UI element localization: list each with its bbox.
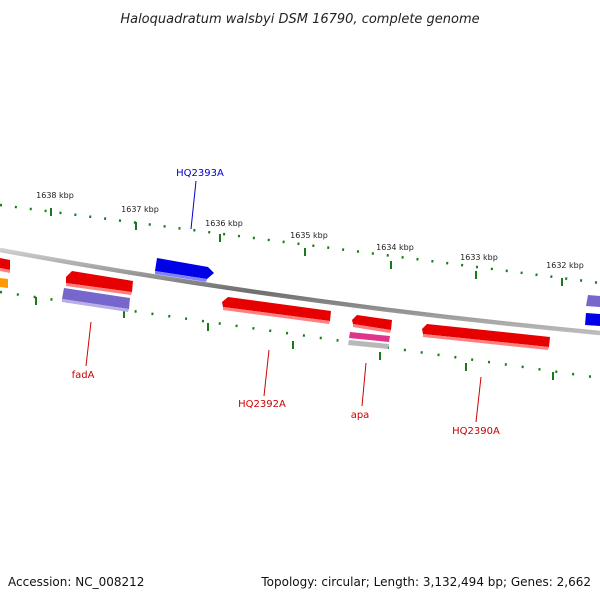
- outer-tick-track: [0, 203, 600, 286]
- gene-left-orange-partial[interactable]: [0, 278, 8, 288]
- genome-summary-text: Topology: circular; Length: 3,132,494 bp…: [260, 575, 591, 589]
- tick-label-1636: 1636 kbp: [205, 219, 243, 228]
- tick-label-1638: 1638 kbp: [36, 191, 74, 200]
- map-title: Haloquadratum walsbyi DSM 16790, complet…: [120, 12, 479, 27]
- gene-HQ2390A-shade: [423, 334, 549, 350]
- gene-label-HQ2390A[interactable]: HQ2390A: [452, 426, 500, 437]
- gene-grey[interactable]: [348, 340, 389, 349]
- tick-label-1637: 1637 kbp: [121, 205, 159, 214]
- gene-right-blue-partial[interactable]: [585, 313, 600, 326]
- label-leaders: [85, 180, 482, 423]
- leader-HQ2392A: [263, 349, 270, 397]
- scale-tick-labels: 1638 kbp 1637 kbp 1636 kbp 1635 kbp 1634…: [36, 191, 584, 270]
- gene-labels: HQ2393A fadA HQ2392A apa HQ2390A: [72, 168, 500, 437]
- inner-tick-track: [0, 290, 600, 380]
- gene-left-red-partial-shade: [0, 268, 10, 273]
- leader-HQ2390A: [475, 376, 482, 423]
- tick-label-1633: 1633 kbp: [460, 253, 498, 262]
- gene-label-HQ2393A[interactable]: HQ2393A: [176, 168, 224, 179]
- gene-lavender-1[interactable]: [62, 288, 130, 309]
- gene-lavender-1-shade: [62, 299, 129, 312]
- gene-HQ2390A[interactable]: [422, 324, 550, 347]
- leader-HQ2393A: [190, 180, 197, 230]
- accession-text: Accession: NC_008212: [8, 575, 144, 589]
- gene-HQ2392A-shade: [223, 307, 330, 324]
- tick-label-1635: 1635 kbp: [290, 231, 328, 240]
- gene-HQ2393A-shade: [155, 271, 207, 282]
- leader-fadA: [85, 321, 92, 367]
- gene-features: [0, 258, 600, 350]
- gene-label-apa[interactable]: apa: [351, 410, 370, 421]
- gene-apa[interactable]: [352, 315, 392, 330]
- gene-fadA-upper[interactable]: [66, 271, 133, 292]
- tick-label-1634: 1634 kbp: [376, 243, 414, 252]
- gene-apa-shade: [353, 324, 391, 333]
- gene-right-lavender-partial[interactable]: [586, 295, 600, 307]
- gene-HQ2393A[interactable]: [155, 258, 214, 279]
- tick-label-1632: 1632 kbp: [546, 261, 584, 270]
- genome-backbone: [0, 247, 600, 336]
- gene-left-red-partial[interactable]: [0, 258, 10, 270]
- gene-HQ2392A[interactable]: [222, 297, 331, 321]
- gene-magenta[interactable]: [349, 332, 390, 342]
- outer-tick-dots: [0, 203, 600, 285]
- leader-apa: [361, 362, 367, 407]
- gene-fadA-upper-shade: [66, 283, 132, 295]
- gene-label-fadA[interactable]: fadA: [72, 370, 95, 381]
- gene-label-HQ2392A[interactable]: HQ2392A: [238, 399, 286, 410]
